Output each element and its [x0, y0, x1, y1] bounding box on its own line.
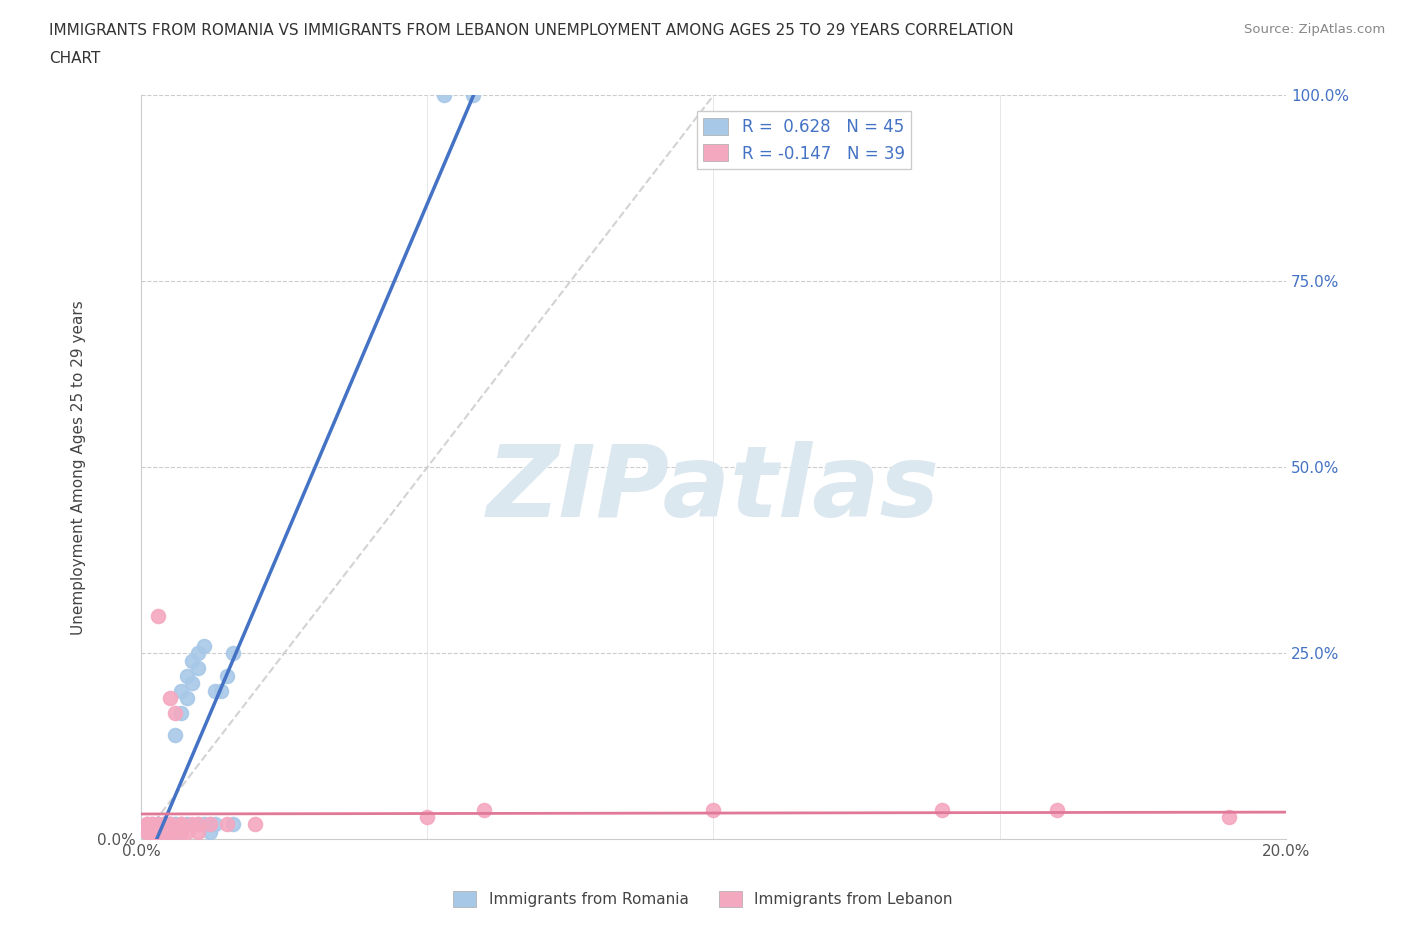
- Point: [141, 825, 163, 840]
- Point: [170, 706, 193, 721]
- Point: [153, 817, 176, 832]
- Point: [245, 817, 267, 832]
- Point: [433, 88, 456, 103]
- Point: [135, 817, 157, 832]
- Point: [221, 646, 243, 661]
- Point: [176, 691, 198, 706]
- Point: [165, 706, 187, 721]
- Point: [146, 825, 169, 840]
- Point: [193, 639, 215, 654]
- Point: [146, 825, 169, 840]
- Point: [159, 817, 181, 832]
- Point: [146, 817, 169, 832]
- Text: IMMIGRANTS FROM ROMANIA VS IMMIGRANTS FROM LEBANON UNEMPLOYMENT AMONG AGES 25 TO: IMMIGRANTS FROM ROMANIA VS IMMIGRANTS FR…: [49, 23, 1014, 38]
- Point: [176, 669, 198, 684]
- Point: [159, 825, 181, 840]
- Point: [135, 825, 157, 840]
- Point: [170, 817, 193, 832]
- Point: [198, 817, 221, 832]
- Point: [153, 817, 176, 832]
- Point: [193, 817, 215, 832]
- Point: [146, 609, 169, 624]
- Point: [181, 654, 204, 669]
- Legend: R =  0.628   N = 45, R = -0.147   N = 39: R = 0.628 N = 45, R = -0.147 N = 39: [696, 112, 911, 169]
- Point: [135, 825, 157, 840]
- Point: [153, 817, 176, 832]
- Point: [141, 825, 163, 840]
- Point: [141, 817, 163, 832]
- Point: [153, 825, 176, 840]
- Point: [141, 817, 163, 832]
- Point: [221, 817, 243, 832]
- Point: [204, 684, 226, 698]
- Point: [1046, 803, 1069, 817]
- Point: [702, 803, 724, 817]
- Point: [153, 825, 176, 840]
- Text: Source: ZipAtlas.com: Source: ZipAtlas.com: [1244, 23, 1385, 36]
- Point: [146, 825, 169, 840]
- Point: [474, 803, 496, 817]
- Point: [146, 817, 169, 832]
- Point: [461, 88, 484, 103]
- Point: [146, 825, 169, 840]
- Point: [153, 825, 176, 840]
- Point: [165, 728, 187, 743]
- Point: [159, 817, 181, 832]
- Point: [170, 825, 193, 840]
- Point: [141, 825, 163, 840]
- Point: [416, 810, 439, 825]
- Point: [153, 817, 176, 832]
- Point: [176, 817, 198, 832]
- Point: [159, 817, 181, 832]
- Point: [1218, 810, 1240, 825]
- Point: [141, 825, 163, 840]
- Point: [187, 817, 209, 832]
- Point: [135, 817, 157, 832]
- Point: [187, 646, 209, 661]
- Point: [141, 825, 163, 840]
- Text: CHART: CHART: [49, 51, 101, 66]
- Point: [165, 817, 187, 832]
- Point: [159, 691, 181, 706]
- Point: [170, 825, 193, 840]
- Point: [181, 676, 204, 691]
- Point: [170, 817, 193, 832]
- Point: [931, 803, 953, 817]
- Legend: Immigrants from Romania, Immigrants from Lebanon: Immigrants from Romania, Immigrants from…: [447, 884, 959, 913]
- Point: [198, 817, 221, 832]
- Point: [170, 817, 193, 832]
- Point: [187, 661, 209, 676]
- Point: [198, 825, 221, 840]
- Point: [176, 825, 198, 840]
- Point: [215, 817, 238, 832]
- Point: [146, 817, 169, 832]
- Point: [187, 817, 209, 832]
- Point: [153, 825, 176, 840]
- Point: [135, 825, 157, 840]
- Point: [165, 825, 187, 840]
- Y-axis label: Unemployment Among Ages 25 to 29 years: Unemployment Among Ages 25 to 29 years: [72, 300, 86, 635]
- Point: [165, 825, 187, 840]
- Point: [135, 817, 157, 832]
- Point: [159, 825, 181, 840]
- Point: [215, 669, 238, 684]
- Point: [204, 817, 226, 832]
- Text: ZIPatlas: ZIPatlas: [486, 441, 941, 538]
- Point: [181, 817, 204, 832]
- Point: [141, 817, 163, 832]
- Point: [159, 817, 181, 832]
- Point: [209, 684, 232, 698]
- Point: [170, 684, 193, 698]
- Point: [165, 817, 187, 832]
- Point: [187, 825, 209, 840]
- Point: [159, 825, 181, 840]
